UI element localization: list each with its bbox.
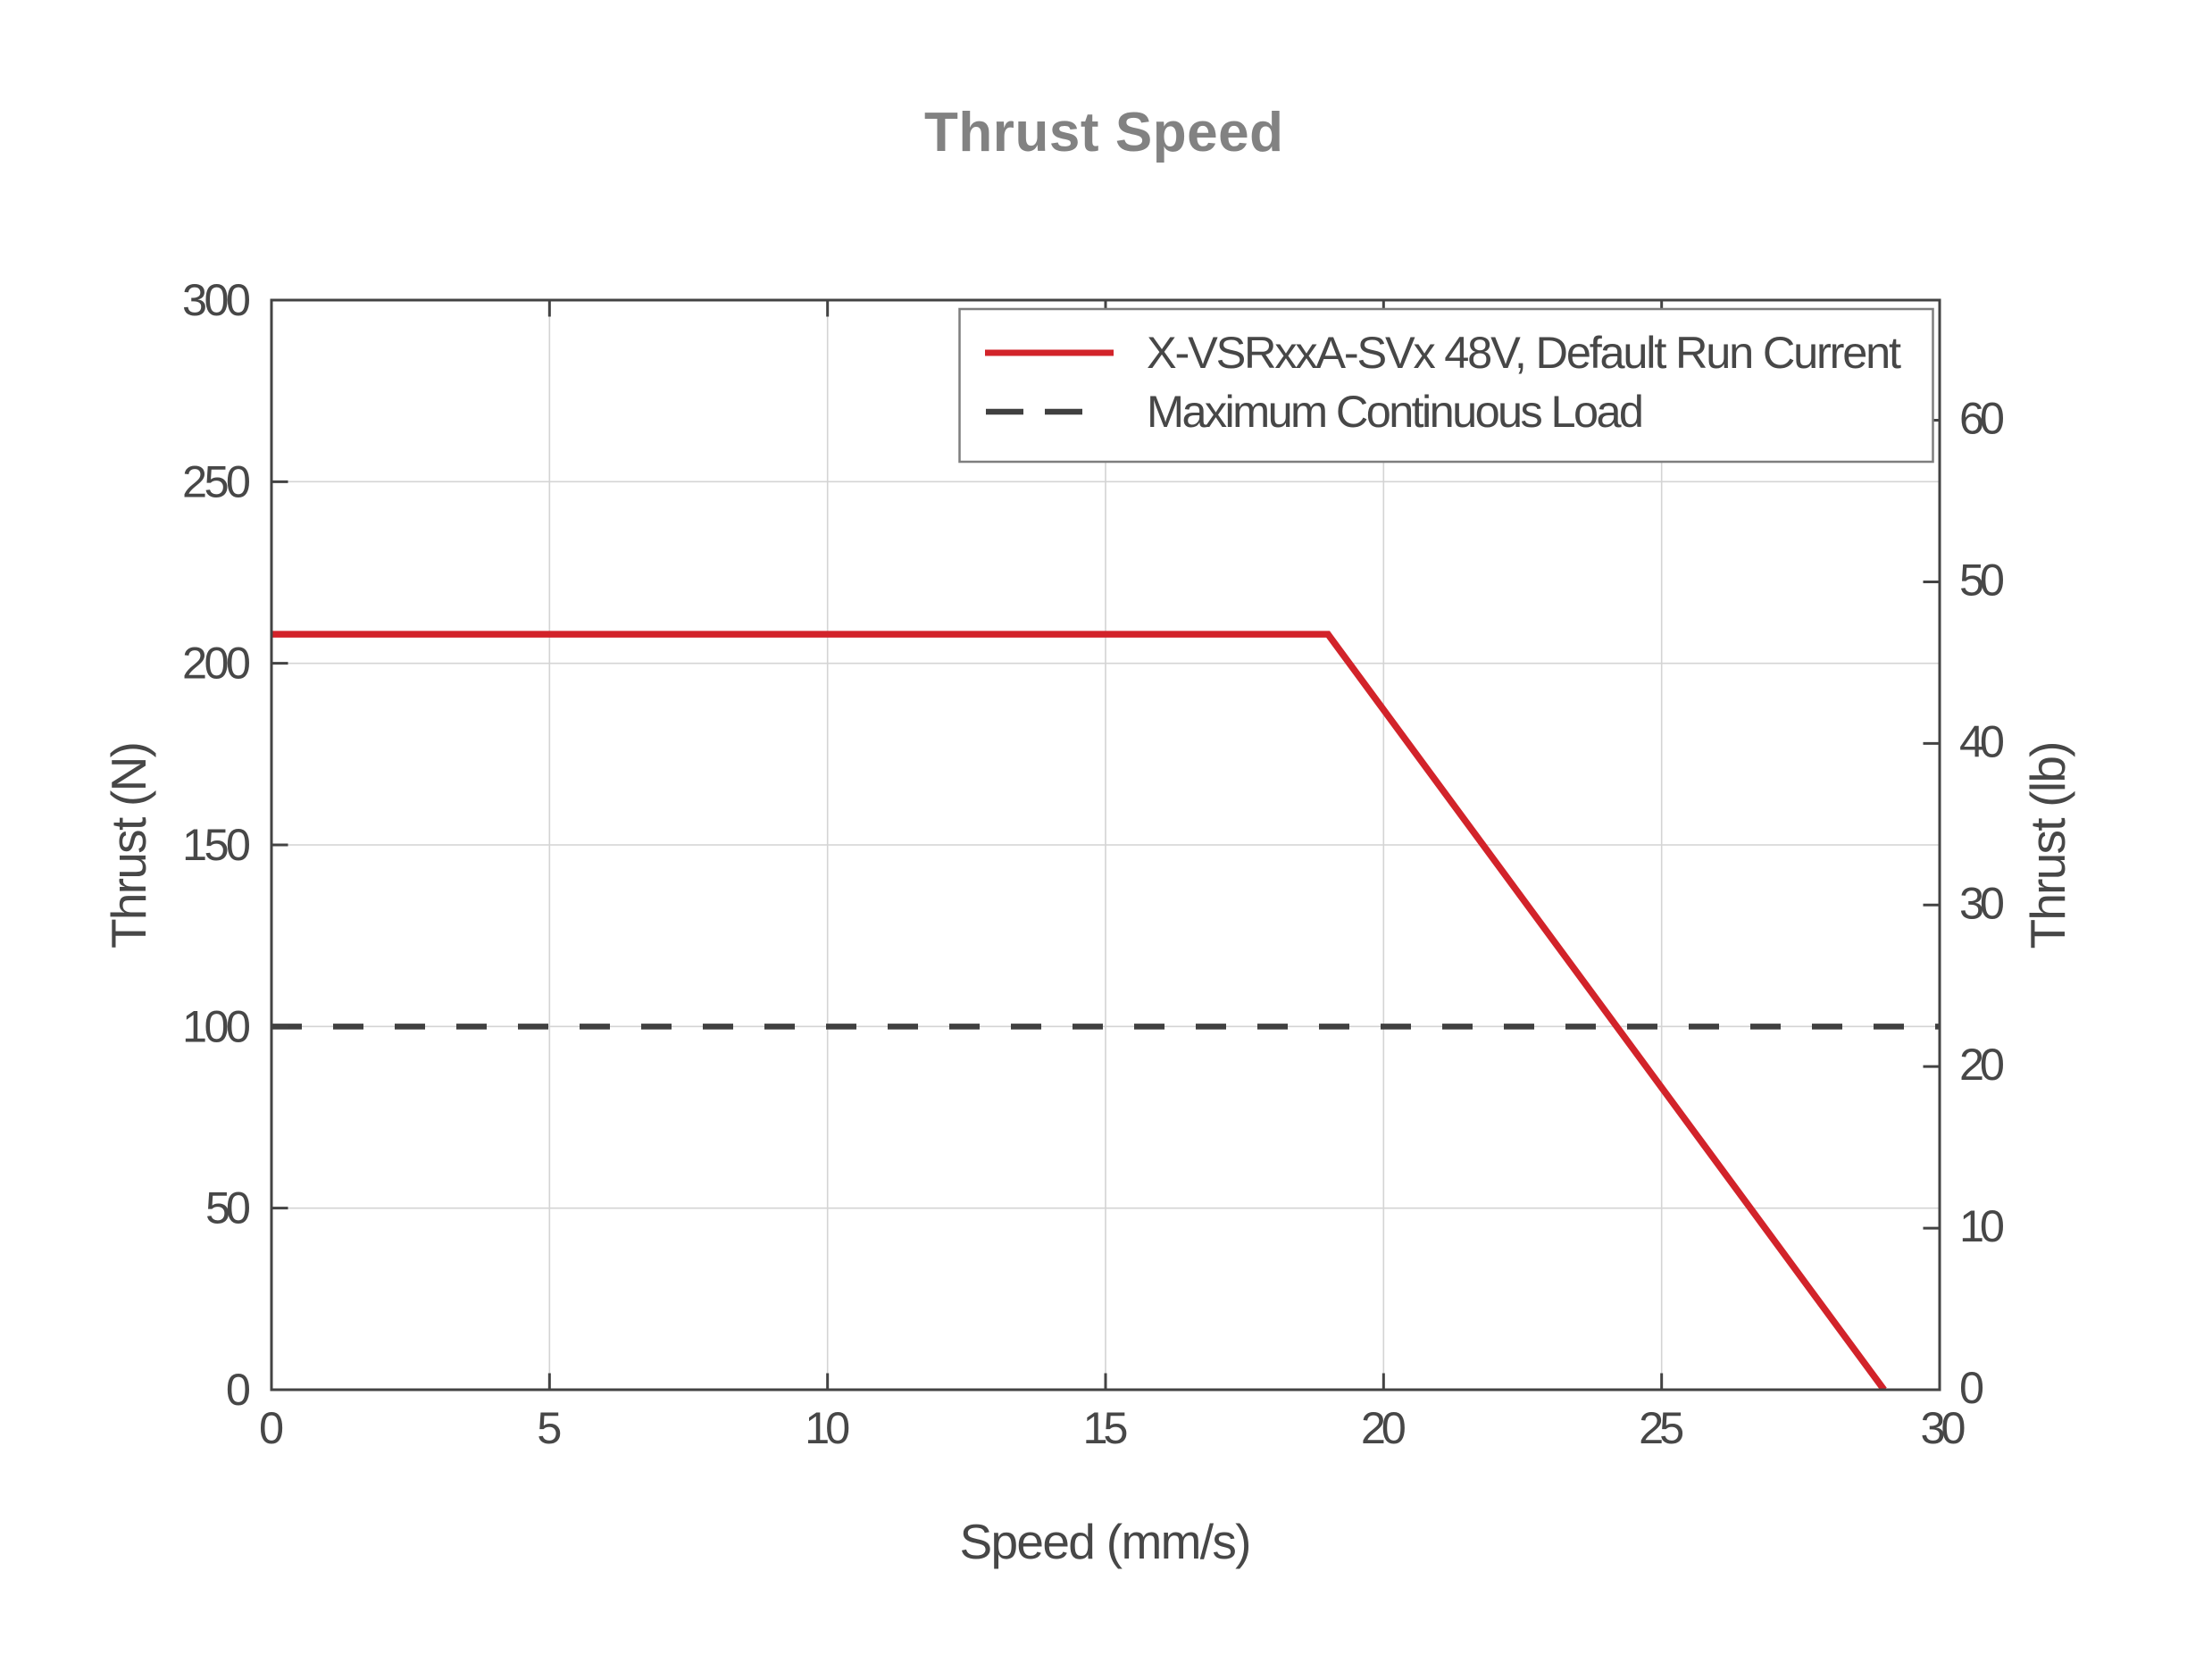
svg-text:Thrust Speed: Thrust Speed	[924, 102, 1283, 163]
svg-text:200: 200	[182, 638, 251, 689]
svg-text:250: 250	[182, 456, 251, 506]
svg-text:30: 30	[1921, 1402, 1966, 1453]
svg-text:0: 0	[259, 1402, 284, 1453]
svg-text:15: 15	[1083, 1402, 1129, 1453]
svg-text:100: 100	[182, 1000, 251, 1051]
svg-text:Thrust (N): Thrust (N)	[101, 741, 156, 949]
svg-text:60: 60	[1959, 393, 2005, 444]
svg-text:10: 10	[805, 1402, 850, 1453]
svg-text:0: 0	[226, 1364, 251, 1415]
svg-text:50: 50	[1959, 555, 2005, 606]
svg-text:150: 150	[182, 819, 251, 870]
svg-text:25: 25	[1639, 1402, 1684, 1453]
svg-text:300: 300	[182, 274, 251, 325]
svg-text:Speed (mm/s): Speed (mm/s)	[960, 1514, 1252, 1569]
svg-text:Maximum Continuous Load: Maximum Continuous Load	[1147, 386, 1644, 437]
svg-text:5: 5	[537, 1402, 562, 1453]
svg-text:20: 20	[1959, 1039, 2005, 1090]
svg-text:10: 10	[1959, 1200, 2005, 1251]
svg-text:50: 50	[205, 1183, 251, 1233]
svg-text:Thrust (lb): Thrust (lb)	[2020, 741, 2075, 949]
svg-text:X-VSRxxA-SVx 48V, Default Run: X-VSRxxA-SVx 48V, Default Run Current	[1147, 327, 1901, 378]
svg-text:0: 0	[1959, 1362, 1984, 1413]
svg-text:20: 20	[1361, 1402, 1407, 1453]
svg-text:40: 40	[1959, 715, 2005, 766]
svg-text:30: 30	[1959, 877, 2005, 928]
